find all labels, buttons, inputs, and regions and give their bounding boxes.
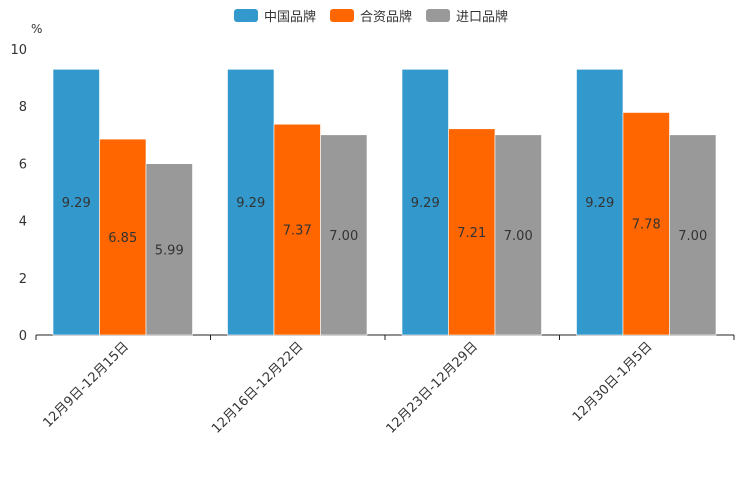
data-label: 9.29 [62,196,91,211]
data-label: 9.29 [236,196,265,211]
x-tick-label: 12月9日-12月15日 [40,339,132,431]
data-label: 7.00 [678,229,707,244]
y-tick-label: 6 [19,157,27,172]
bar [401,69,449,336]
y-axis-unit-label: % [31,22,42,36]
y-tick-label: 8 [19,100,27,115]
x-tick-label: 12月30日-1月5日 [570,339,656,425]
data-label: 5.99 [155,243,184,258]
y-tick-label: 2 [19,272,27,287]
bar [448,128,496,336]
data-label: 7.78 [632,218,661,233]
bar [227,69,275,336]
y-tick-label: 4 [19,215,27,230]
bar [576,69,624,336]
data-label: 9.29 [411,196,440,211]
bar [622,112,670,336]
bar [52,69,100,336]
chart-legend: 中国品牌 合资品牌 进口品牌 [234,6,508,25]
x-tick-label: 12月23日-12月29日 [384,339,481,436]
bar [320,134,368,336]
legend-swatch-china [234,9,258,22]
data-label: 7.37 [283,224,312,239]
y-tick-label: 10 [10,43,27,58]
data-label: 7.00 [329,229,358,244]
legend-label-import: 进口品牌 [456,10,509,25]
legend-item-jv[interactable]: 合资品牌 [330,6,412,25]
legend-item-import[interactable]: 进口品牌 [426,6,508,25]
legend-swatch-import [426,9,451,22]
bar [145,163,193,336]
data-label: 7.00 [504,229,533,244]
y-tick-label: 0 [19,329,27,344]
bar [494,134,542,336]
bar [99,138,147,336]
bar [669,134,717,336]
legend-label-jv: 合资品牌 [360,10,413,25]
x-tick-label: 12月16日-12月22日 [209,339,306,436]
data-label: 7.21 [457,226,486,241]
data-label: 6.85 [108,231,137,246]
legend-label-china: 中国品牌 [264,10,317,25]
data-label: 9.29 [585,196,614,211]
legend-swatch-jv [330,9,355,22]
legend-item-china[interactable]: 中国品牌 [234,6,316,25]
bar [273,123,321,336]
